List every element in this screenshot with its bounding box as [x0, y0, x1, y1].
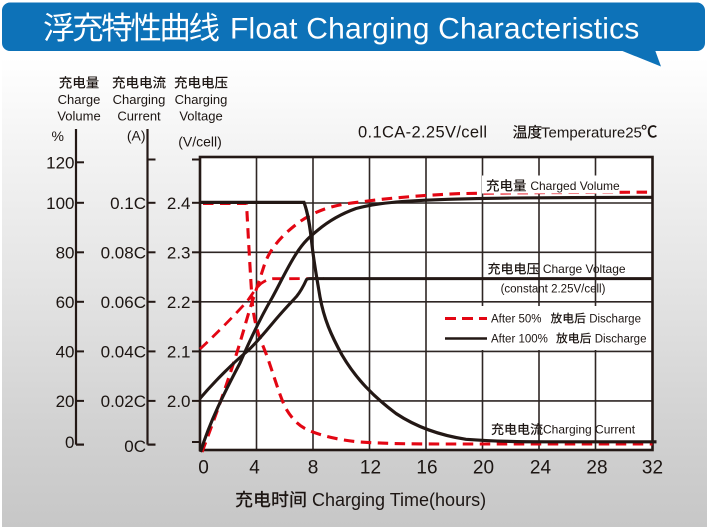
svg-text:0: 0 — [198, 458, 209, 479]
svg-text:Charge: Charge — [58, 92, 101, 107]
svg-text:0.04C: 0.04C — [101, 342, 146, 361]
svg-text:Voltage: Voltage — [179, 109, 222, 124]
svg-text:0.1C: 0.1C — [110, 194, 146, 213]
svg-text:0: 0 — [65, 433, 74, 452]
svg-text:2.4: 2.4 — [167, 194, 191, 213]
svg-text:Volume: Volume — [57, 109, 100, 124]
svg-text:60: 60 — [56, 293, 75, 312]
svg-text:After 100%: After 100% — [491, 334, 548, 346]
svg-text:Temperature25: Temperature25 — [541, 125, 642, 142]
svg-text:120: 120 — [46, 153, 74, 172]
svg-text:Float Charging Characteristics: Float Charging Characteristics — [230, 13, 640, 46]
svg-text:(constant 2.25V/cell): (constant 2.25V/cell) — [501, 284, 606, 296]
svg-text:24: 24 — [530, 458, 552, 479]
svg-text:0.1CA-2.25V/cell: 0.1CA-2.25V/cell — [358, 124, 487, 142]
svg-text:8: 8 — [308, 458, 319, 479]
svg-text:Charging Time(hours): Charging Time(hours) — [307, 490, 486, 510]
svg-text:After 50%: After 50% — [491, 314, 542, 326]
svg-text:(V/cell): (V/cell) — [178, 134, 222, 150]
svg-text:0.06C: 0.06C — [101, 293, 146, 312]
svg-text:2.0: 2.0 — [167, 392, 191, 411]
svg-text:%: % — [52, 128, 64, 144]
svg-text:Charging: Charging — [175, 92, 228, 107]
svg-text:12: 12 — [360, 458, 381, 479]
svg-text:16: 16 — [416, 458, 437, 479]
svg-text:Charged Volume: Charged Volume — [527, 179, 620, 193]
svg-text:0C: 0C — [124, 437, 146, 456]
svg-text:80: 80 — [56, 243, 75, 262]
svg-text:2.1: 2.1 — [167, 342, 191, 361]
svg-text:2.2: 2.2 — [167, 293, 191, 312]
svg-text:Discharge: Discharge — [586, 314, 641, 326]
svg-text:0.02C: 0.02C — [101, 392, 146, 411]
svg-text:Charging Current: Charging Current — [543, 423, 636, 437]
svg-text:40: 40 — [56, 342, 75, 361]
svg-text:Charge Voltage: Charge Voltage — [540, 262, 626, 276]
svg-text:4: 4 — [249, 458, 260, 479]
svg-text:Charging: Charging — [113, 92, 166, 107]
svg-text:Current: Current — [117, 109, 161, 124]
svg-text:32: 32 — [642, 458, 663, 479]
svg-text:Discharge: Discharge — [592, 334, 647, 346]
svg-text:2.3: 2.3 — [167, 243, 191, 262]
svg-text:28: 28 — [586, 458, 607, 479]
svg-text:20: 20 — [473, 458, 494, 479]
svg-text:20: 20 — [56, 392, 75, 411]
svg-text:100: 100 — [46, 194, 74, 213]
svg-text:0.08C: 0.08C — [101, 243, 146, 262]
svg-text:(A): (A) — [127, 128, 146, 144]
